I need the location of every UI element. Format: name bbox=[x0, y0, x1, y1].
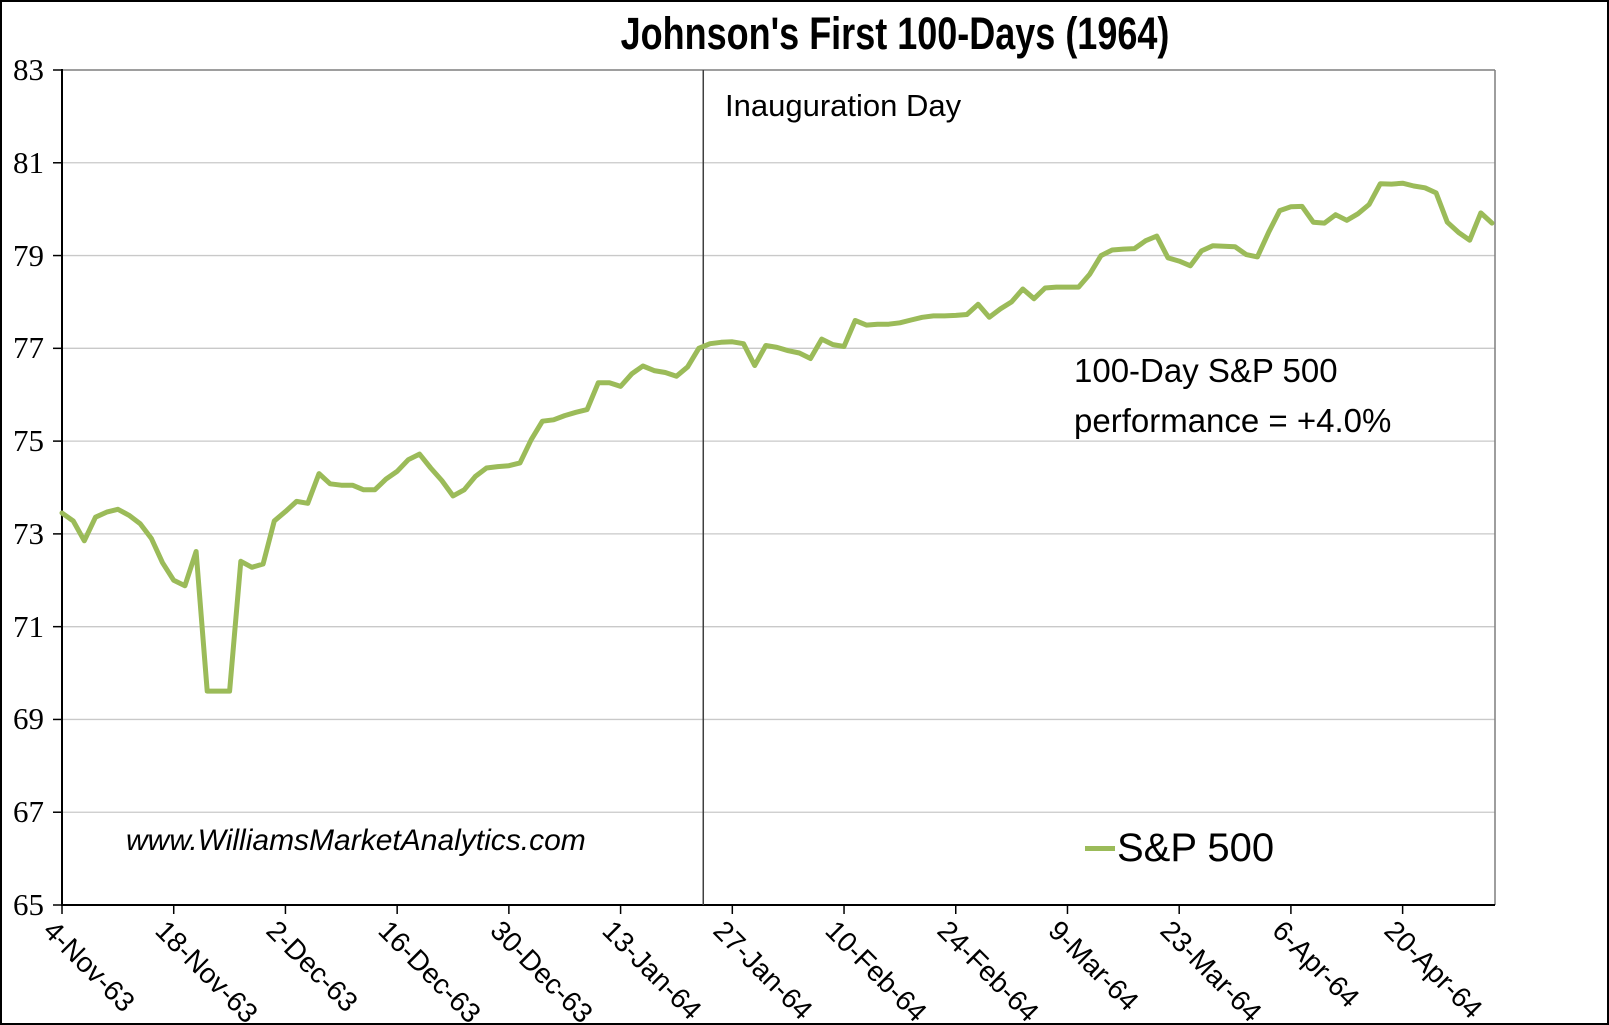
y-axis-tick-label: 73 bbox=[13, 515, 44, 551]
legend: S&P 500 bbox=[1085, 826, 1274, 871]
performance-annotation: 100-Day S&P 500 performance = +4.0% bbox=[1074, 346, 1391, 446]
y-axis-tick-label: 77 bbox=[13, 330, 44, 366]
performance-annotation-line2: performance = +4.0% bbox=[1074, 402, 1392, 439]
inauguration-day-label: Inauguration Day bbox=[725, 88, 962, 123]
sp500-series-line bbox=[59, 180, 1495, 694]
y-axis-tick-label: 67 bbox=[13, 794, 44, 830]
y-axis-tick-label: 65 bbox=[13, 887, 44, 922]
chart-title: Johnson's First 100-Days (1964) bbox=[620, 8, 1170, 59]
y-axis-tick-label: 69 bbox=[13, 701, 44, 737]
y-axis-tick-label: 83 bbox=[13, 52, 44, 87]
y-axis-tick-label: 81 bbox=[13, 144, 44, 180]
y-axis-tick-label: 71 bbox=[13, 608, 44, 644]
watermark-text: www.WilliamsMarketAnalytics.com bbox=[126, 824, 586, 857]
y-axis-tick-label: 79 bbox=[13, 237, 44, 273]
legend-label: S&P 500 bbox=[1117, 826, 1275, 870]
legend-line-marker bbox=[1085, 846, 1115, 851]
y-axis-tick-label: 75 bbox=[13, 423, 44, 459]
performance-annotation-line1: 100-Day S&P 500 bbox=[1074, 352, 1338, 389]
